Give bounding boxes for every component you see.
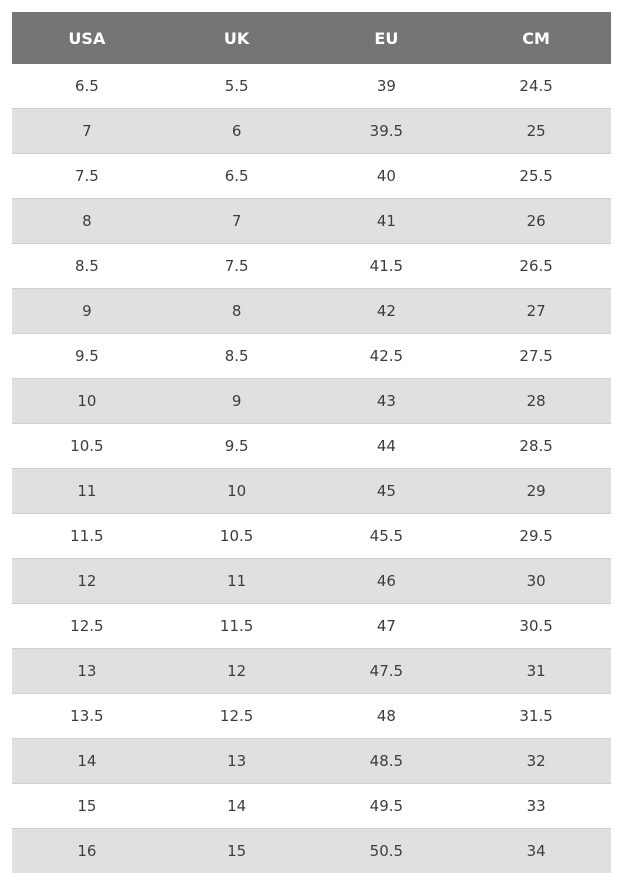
cell-eu: 47 (311, 603, 462, 649)
cell-uk: 6.5 (161, 153, 312, 199)
cell-eu: 39 (311, 64, 462, 109)
cell-uk: 13 (161, 738, 312, 784)
cell-eu: 42 (311, 288, 462, 334)
cell-cm: 30 (461, 558, 611, 604)
header-row: USA UK EU CM (12, 12, 611, 64)
cell-eu: 45 (311, 468, 462, 514)
table-row: 12.5 11.5 47 30.5 (12, 603, 611, 649)
cell-usa: 8.5 (12, 243, 162, 289)
cell-eu: 49.5 (311, 783, 462, 829)
table-header: USA UK EU CM (12, 12, 611, 64)
cell-eu: 50.5 (311, 828, 462, 873)
table-row: 14 13 48.5 32 (12, 738, 611, 784)
cell-usa: 7 (12, 108, 162, 154)
cell-uk: 12.5 (161, 693, 312, 739)
table-row: 6.5 5.5 39 24.5 (12, 64, 611, 109)
cell-cm: 32 (461, 738, 611, 784)
table-row: 12 11 46 30 (12, 558, 611, 604)
table-row: 10 9 43 28 (12, 378, 611, 424)
cell-cm: 24.5 (461, 64, 611, 109)
cell-uk: 5.5 (161, 64, 312, 109)
cell-uk: 7 (161, 198, 312, 244)
cell-cm: 29 (461, 468, 611, 514)
table-row: 7 6 39.5 25 (12, 108, 611, 154)
table-row: 8 7 41 26 (12, 198, 611, 244)
column-header-eu: EU (311, 12, 462, 64)
cell-uk: 14 (161, 783, 312, 829)
cell-uk: 8.5 (161, 333, 312, 379)
cell-cm: 27 (461, 288, 611, 334)
column-header-uk: UK (161, 12, 312, 64)
cell-uk: 8 (161, 288, 312, 334)
cell-usa: 13 (12, 648, 162, 694)
cell-cm: 27.5 (461, 333, 611, 379)
table-row: 13.5 12.5 48 31.5 (12, 693, 611, 739)
table-row: 11.5 10.5 45.5 29.5 (12, 513, 611, 559)
table-row: 10.5 9.5 44 28.5 (12, 423, 611, 469)
cell-eu: 44 (311, 423, 462, 469)
cell-eu: 41.5 (311, 243, 462, 289)
column-header-cm: CM (461, 12, 611, 64)
cell-usa: 16 (12, 828, 162, 873)
cell-usa: 13.5 (12, 693, 162, 739)
cell-usa: 9.5 (12, 333, 162, 379)
cell-cm: 30.5 (461, 603, 611, 649)
table-row: 13 12 47.5 31 (12, 648, 611, 694)
cell-eu: 40 (311, 153, 462, 199)
size-conversion-table: USA UK EU CM 6.5 5.5 39 24.5 7 6 39.5 25 7.5 6.5 4… (12, 12, 611, 873)
cell-cm: 31 (461, 648, 611, 694)
table-row: 7.5 6.5 40 25.5 (12, 153, 611, 199)
cell-cm: 31.5 (461, 693, 611, 739)
cell-usa: 12.5 (12, 603, 162, 649)
cell-eu: 39.5 (311, 108, 462, 154)
table-row: 15 14 49.5 33 (12, 783, 611, 829)
cell-cm: 29.5 (461, 513, 611, 559)
cell-uk: 10 (161, 468, 312, 514)
cell-cm: 25 (461, 108, 611, 154)
cell-usa: 10 (12, 378, 162, 424)
cell-eu: 48 (311, 693, 462, 739)
table-row: 16 15 50.5 34 (12, 828, 611, 873)
cell-uk: 10.5 (161, 513, 312, 559)
table-row: 8.5 7.5 41.5 26.5 (12, 243, 611, 289)
cell-uk: 9.5 (161, 423, 312, 469)
column-header-usa: USA (12, 12, 162, 64)
cell-cm: 28 (461, 378, 611, 424)
table-row: 11 10 45 29 (12, 468, 611, 514)
cell-usa: 12 (12, 558, 162, 604)
cell-eu: 48.5 (311, 738, 462, 784)
cell-usa: 15 (12, 783, 162, 829)
cell-uk: 6 (161, 108, 312, 154)
cell-uk: 9 (161, 378, 312, 424)
cell-eu: 41 (311, 198, 462, 244)
cell-cm: 34 (461, 828, 611, 873)
cell-cm: 26.5 (461, 243, 611, 289)
cell-cm: 33 (461, 783, 611, 829)
table-row: 9 8 42 27 (12, 288, 611, 334)
cell-eu: 45.5 (311, 513, 462, 559)
cell-usa: 10.5 (12, 423, 162, 469)
cell-eu: 47.5 (311, 648, 462, 694)
cell-eu: 42.5 (311, 333, 462, 379)
cell-usa: 14 (12, 738, 162, 784)
cell-usa: 11.5 (12, 513, 162, 559)
cell-cm: 26 (461, 198, 611, 244)
cell-cm: 25.5 (461, 153, 611, 199)
cell-usa: 6.5 (12, 64, 162, 109)
cell-eu: 43 (311, 378, 462, 424)
cell-uk: 7.5 (161, 243, 312, 289)
size-chart: USA UK EU CM 6.5 5.5 39 24.5 7 6 39.5 25 7.5 6.5 4… (12, 12, 611, 873)
cell-uk: 12 (161, 648, 312, 694)
cell-eu: 46 (311, 558, 462, 604)
cell-uk: 11 (161, 558, 312, 604)
cell-uk: 15 (161, 828, 312, 873)
cell-usa: 7.5 (12, 153, 162, 199)
table-body: 6.5 5.5 39 24.5 7 6 39.5 25 7.5 6.5 40 25.5 8 7 41 26 8.… (12, 64, 611, 873)
cell-usa: 11 (12, 468, 162, 514)
cell-uk: 11.5 (161, 603, 312, 649)
cell-usa: 8 (12, 198, 162, 244)
table-row: 9.5 8.5 42.5 27.5 (12, 333, 611, 379)
cell-cm: 28.5 (461, 423, 611, 469)
cell-usa: 9 (12, 288, 162, 334)
